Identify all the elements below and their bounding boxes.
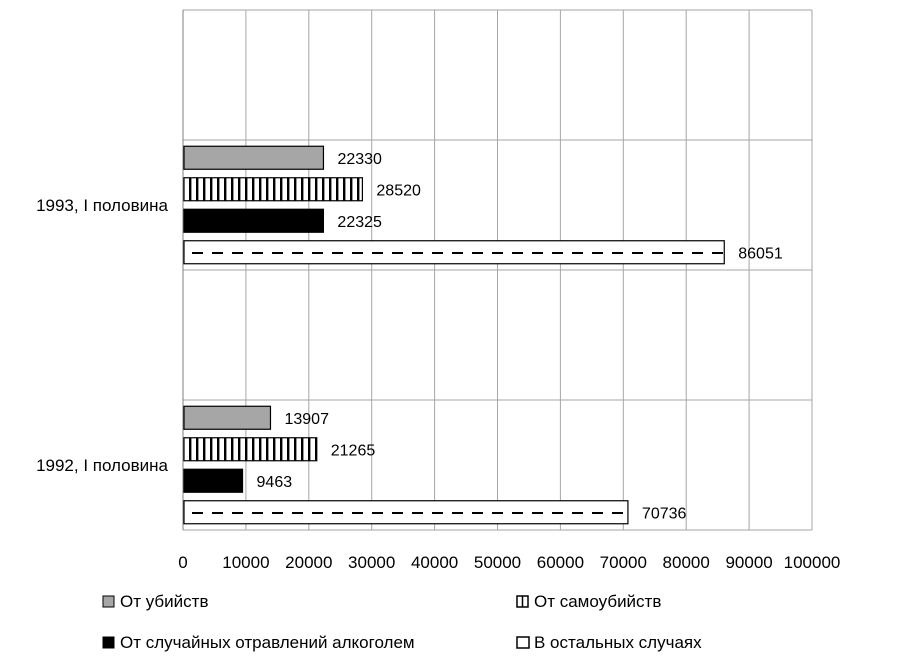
bar-data-label: 21265 <box>331 442 376 459</box>
legend-swatch <box>102 636 115 649</box>
x-tick-label: 20000 <box>285 553 332 572</box>
bar-data-label: 13907 <box>284 411 329 428</box>
legend-swatch <box>516 636 530 649</box>
chart-bars <box>183 145 725 525</box>
bar-data-label: 28520 <box>376 182 421 199</box>
x-tick-label: 10000 <box>222 553 269 572</box>
bar <box>183 437 318 462</box>
bar-data-label: 9463 <box>257 474 293 491</box>
bar-data-label: 22330 <box>337 151 382 168</box>
bar <box>183 208 325 233</box>
bar <box>183 500 629 525</box>
bar-data-label: 22325 <box>337 214 382 231</box>
bar-data-label: 86051 <box>738 245 783 262</box>
legend-label: От случайных отравлений алкоголем <box>120 633 415 652</box>
x-axis-tick-labels: 0 10000 20000 30000 40000 50000 60000 70000 8000… <box>178 553 840 572</box>
bar <box>183 468 244 493</box>
bar-data-label: 70736 <box>642 505 687 522</box>
category-label: 1992, I половина <box>36 456 168 475</box>
legend-label: От убийств <box>120 592 208 611</box>
legend-label: В остальных случаях <box>534 633 702 652</box>
x-tick-label: 80000 <box>663 553 710 572</box>
bar <box>183 145 325 170</box>
chart-legend: От убийств От самоубийств От случайных отр… <box>102 592 702 652</box>
bar <box>183 177 363 202</box>
x-tick-label: 100000 <box>784 553 841 572</box>
y-axis-category-labels: 1993, I половина 1992, I половина <box>36 196 168 475</box>
bar <box>183 240 725 265</box>
x-tick-label: 50000 <box>474 553 521 572</box>
x-tick-label: 40000 <box>411 553 458 572</box>
category-label: 1993, I половина <box>36 196 168 215</box>
x-tick-label: 0 <box>178 553 187 572</box>
x-tick-label: 30000 <box>348 553 395 572</box>
legend-swatch <box>102 595 115 608</box>
legend-label: От самоубийств <box>534 592 661 611</box>
x-tick-label: 90000 <box>725 553 772 572</box>
x-tick-label: 60000 <box>537 553 584 572</box>
bar <box>183 405 272 430</box>
x-tick-label: 70000 <box>600 553 647 572</box>
chart-gridlines <box>182 9 813 531</box>
